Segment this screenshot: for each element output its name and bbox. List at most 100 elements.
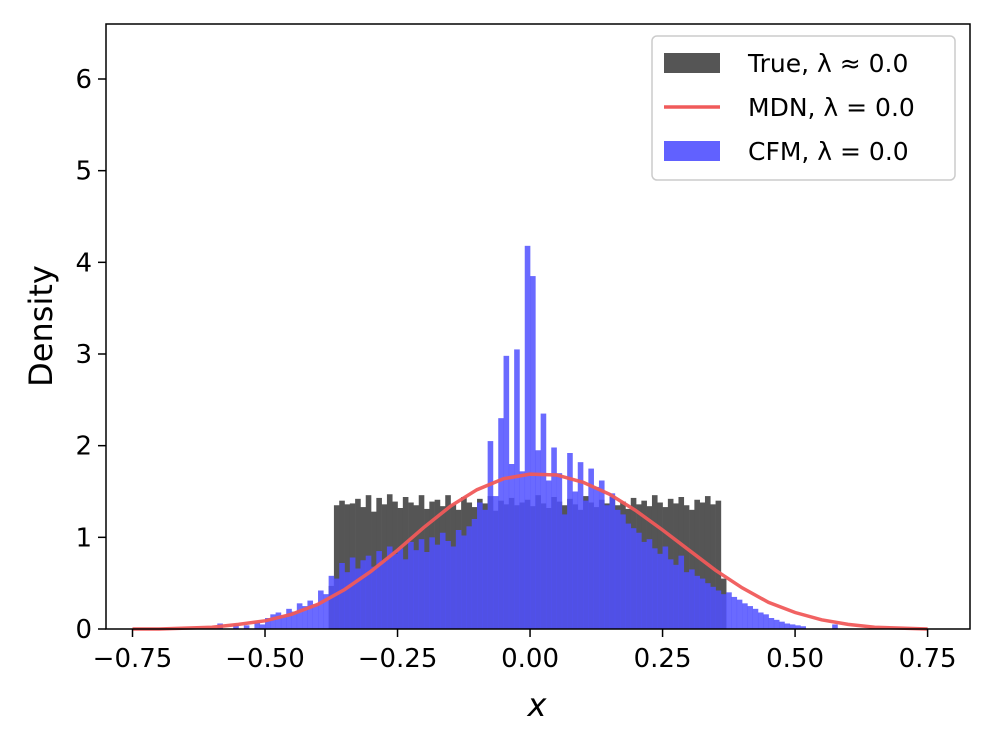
cfm-bar xyxy=(355,568,361,629)
cfm-bar xyxy=(641,541,647,629)
y-axis-ticks: 0 1 2 3 4 5 6 xyxy=(75,65,106,645)
cfm-bar xyxy=(704,583,711,629)
y-tick-label: 2 xyxy=(75,432,92,462)
cfm-bar xyxy=(291,611,298,629)
cfm-bar xyxy=(328,575,335,629)
cfm-bar xyxy=(434,544,441,629)
cfm-bar xyxy=(439,532,446,629)
cfm-bar xyxy=(275,612,282,629)
cfm-bar xyxy=(551,447,557,629)
y-tick-label: 3 xyxy=(75,340,92,370)
plot-frame xyxy=(105,23,971,630)
cfm-bar xyxy=(477,502,483,629)
cfm-bar xyxy=(689,569,695,629)
cfm-bar xyxy=(535,450,541,629)
cfm-bar xyxy=(392,553,398,629)
true-bar xyxy=(699,502,706,629)
true-bar xyxy=(715,500,722,629)
cfm-bar xyxy=(832,624,838,629)
cfm-bar xyxy=(572,491,579,629)
cfm-bar xyxy=(243,625,250,629)
x-tick-label: 0.00 xyxy=(501,644,559,674)
cfm-bar xyxy=(673,564,679,629)
cfm-bar xyxy=(508,464,515,629)
y-tick-label: 6 xyxy=(75,65,92,95)
y-axis-title: Density xyxy=(22,265,60,387)
cfm-bar xyxy=(302,606,308,629)
cfm-bar xyxy=(710,586,716,629)
legend-label: CFM, λ = 0.0 xyxy=(748,137,909,166)
cfm-bar xyxy=(265,618,271,629)
cfm-bar xyxy=(530,276,536,629)
cfm-bar xyxy=(583,500,589,629)
cfm-bar xyxy=(312,604,319,629)
cfm-bar xyxy=(492,496,499,629)
cfm-bar xyxy=(726,592,732,629)
cfm-bar xyxy=(657,553,663,629)
cfm-bar xyxy=(736,599,743,629)
y-tick-label: 0 xyxy=(75,615,92,645)
cfm-bar xyxy=(280,615,287,629)
cfm-bar xyxy=(424,552,430,629)
cfm-bar xyxy=(609,493,616,629)
cfm-bar xyxy=(694,575,700,629)
cfm-bar xyxy=(376,551,382,629)
cfm-bar xyxy=(333,578,340,629)
true-bar xyxy=(355,498,361,629)
cfm-bar xyxy=(455,530,462,629)
cfm-bar xyxy=(593,486,600,629)
cfm-bar xyxy=(402,559,409,629)
cfm-bar xyxy=(445,541,451,629)
cfm-bar xyxy=(614,509,621,629)
cfm-bar xyxy=(540,413,547,629)
legend-box xyxy=(651,35,956,181)
true-bar xyxy=(344,504,351,629)
cfm-bar xyxy=(339,563,345,629)
cfm-bar xyxy=(800,626,806,629)
y-tick-label: 4 xyxy=(75,248,92,278)
cfm-bar xyxy=(466,526,473,629)
cfm-bar xyxy=(598,480,605,629)
cfm-bar xyxy=(742,603,748,629)
cfm-bar xyxy=(482,509,488,629)
x-tick-label: 0.25 xyxy=(634,644,692,674)
cfm-bar xyxy=(408,541,414,629)
cfm-bar xyxy=(678,555,685,629)
cfm-bar xyxy=(789,624,796,629)
cfm-bar xyxy=(471,519,478,629)
cfm-bar xyxy=(625,523,632,629)
axes xyxy=(105,23,971,630)
cfm-bar xyxy=(418,539,425,629)
cfm-bar xyxy=(651,548,658,629)
cfm-bar xyxy=(763,614,769,629)
cfm-bar xyxy=(307,600,314,629)
x-tick-label: −0.75 xyxy=(93,644,173,674)
cfm-bar xyxy=(487,441,494,629)
cfm-bar xyxy=(318,590,324,629)
cfm-bar xyxy=(270,614,276,629)
true-bar xyxy=(333,505,340,629)
cfm-bar xyxy=(667,559,674,629)
cfm-bar xyxy=(386,546,393,629)
legend-label: True, λ ≈ 0.0 xyxy=(747,49,908,78)
cfm-bar xyxy=(360,560,367,629)
cfm-bar xyxy=(561,514,568,629)
cfm-bar xyxy=(498,418,504,629)
cfm-bar xyxy=(381,561,388,629)
cfm-bar xyxy=(773,619,780,629)
cfm-bar xyxy=(286,608,292,629)
cfm-bar xyxy=(397,548,404,629)
cfm-bar xyxy=(233,624,239,629)
cfm-bar xyxy=(556,473,563,629)
cfm-bar xyxy=(636,532,642,629)
cfm-bar xyxy=(503,355,510,629)
cfm-bar xyxy=(768,618,775,629)
cfm-bar xyxy=(588,468,594,629)
cfm-bar xyxy=(752,608,759,629)
legend: True, λ ≈ 0.0 MDN, λ = 0.0 CFM, λ = 0.0 xyxy=(651,35,956,181)
cfm-bar xyxy=(779,621,785,629)
cfm-bar xyxy=(620,514,626,629)
cfm-bar xyxy=(683,572,690,629)
cfm-bar xyxy=(731,596,738,629)
